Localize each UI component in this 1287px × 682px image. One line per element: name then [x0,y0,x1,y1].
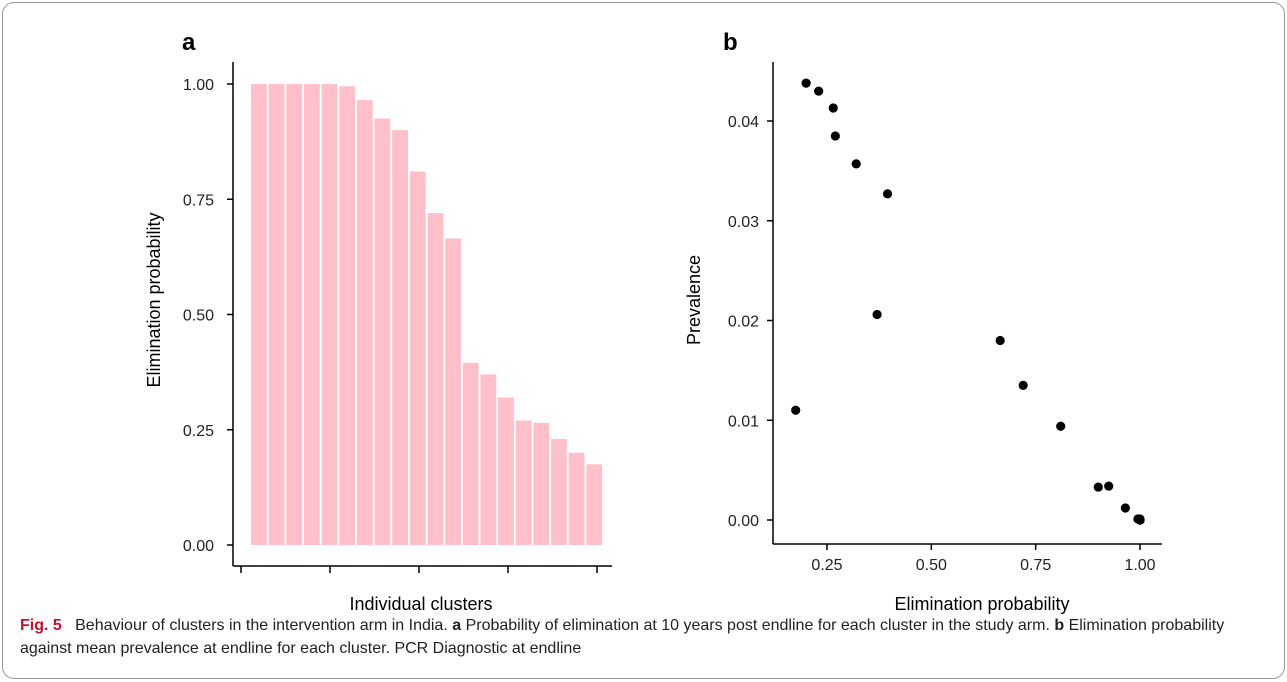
bar [303,84,320,545]
panel-a-x-axis-label: Individual clusters [349,594,492,614]
caption-panel-a-ref: a [452,617,462,634]
y-tick-label: 0.00 [183,538,214,555]
bar-series [251,84,603,545]
caption-panel-b-ref: b [1054,617,1065,634]
bar [374,118,391,545]
scatter-point [1104,481,1114,491]
scatter-point [1093,482,1103,492]
scatter-point [1018,380,1028,390]
bar [286,84,303,545]
panel-a-y-ticks: 0.00 0.25 0.50 0.75 1.00 [183,77,233,555]
scatter-point [830,131,840,141]
bar [409,171,426,545]
y-tick-label: 0.02 [728,314,759,331]
y-tick-label: 0.00 [728,513,759,530]
scatter-series [791,78,1145,525]
bar [498,397,514,545]
panel-a-x-ticks [240,566,598,573]
panel-b-y-ticks: 0.00 0.01 0.02 0.03 0.04 [728,114,773,530]
scatter-point [1056,421,1066,431]
x-tick-label: 0.75 [1020,557,1051,574]
bar [427,213,444,545]
caption-text-1: Behaviour of clusters in the interventio… [75,617,448,634]
bar [356,100,373,545]
panel-b: b 0.000.010.020.030.04 0.25 0.50 0.75 1.00 … [684,29,1162,614]
scatter-point [995,335,1005,346]
bar [251,84,267,545]
scatter-point [872,309,882,320]
bar [392,130,408,545]
x-tick-label: 1.00 [1124,557,1155,574]
caption-text-3: Elimination probability against mean pre… [20,617,1225,657]
panel-b-y-axis-label: Prevalence [684,255,704,345]
y-tick-label: 0.04 [728,114,759,131]
y-tick-label: 0.50 [183,308,214,325]
x-tick-label: 0.50 [916,557,947,574]
bar [551,438,567,545]
panel-a: a 0.00 0.25 0.50 0.75 1.00 Elimination proba… [144,29,612,614]
bar [321,84,338,545]
bar [445,238,461,545]
y-tick-label: 0.03 [728,214,759,231]
panel-a-y-axis-label: Elimination probability [144,212,164,387]
bar [268,84,285,545]
scatter-point [828,103,838,113]
bar [480,374,497,545]
scatter-point [1120,503,1130,513]
scatter-point [791,405,801,415]
y-tick-label: 0.01 [728,413,759,430]
bar [533,422,550,545]
bar [462,362,479,545]
scatter-point [851,159,861,169]
panel-a-letter: a [182,29,196,56]
y-tick-label: 1.00 [183,77,214,94]
bar [568,452,585,545]
bar [515,420,532,545]
bar [586,464,603,545]
panel-b-letter: b [723,29,738,56]
panel-b-x-ticks: 0.25 0.50 0.75 1.00 [811,544,1156,574]
scatter-point [882,189,893,199]
scatter-point [801,78,811,88]
caption-text-2: Probability of elimination at 10 years p… [465,617,1050,634]
caption-figure-number: Fig. 5 [20,617,62,634]
y-tick-label: 0.75 [183,192,214,209]
scatter-point [1135,515,1145,525]
scatter-point [814,86,824,96]
panel-b-x-axis-label: Elimination probability [894,594,1069,614]
y-tick-label: 0.25 [183,423,214,440]
figure-caption: Fig. 5 Behaviour of clusters in the inte… [20,614,1270,660]
x-tick-label: 0.25 [811,557,842,574]
bar [339,86,356,545]
